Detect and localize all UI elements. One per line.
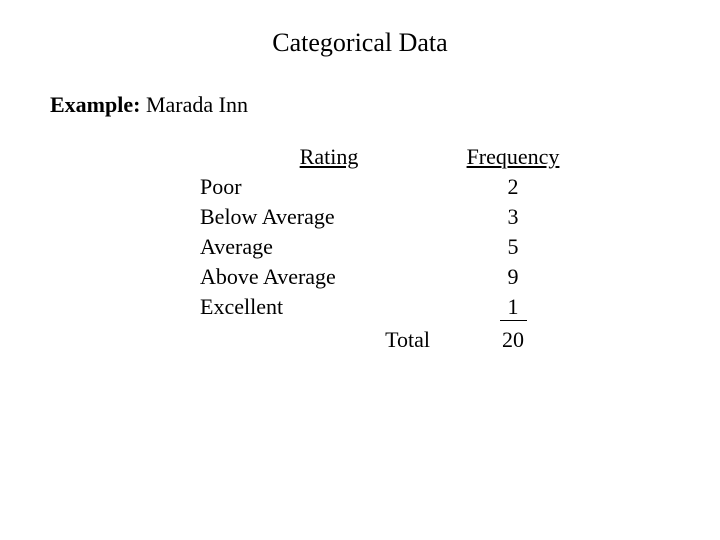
frequency-cell: 9 bbox=[458, 262, 568, 292]
table-total-row: Total 20 bbox=[200, 323, 568, 355]
rating-cell: Poor bbox=[200, 172, 458, 202]
frequency-cell: 3 bbox=[458, 202, 568, 232]
rating-cell: Above Average bbox=[200, 262, 458, 292]
frequency-cell: 1 bbox=[458, 292, 568, 323]
example-name: Marada Inn bbox=[146, 92, 248, 117]
table-row: Poor 2 bbox=[200, 172, 568, 202]
example-line: Example: Marada Inn bbox=[50, 92, 670, 118]
total-label: Total bbox=[200, 323, 458, 355]
header-rating: Rating bbox=[300, 144, 359, 169]
table-row: Average 5 bbox=[200, 232, 568, 262]
header-rating-cell: Rating bbox=[200, 142, 458, 172]
frequency-table-wrap: Rating Frequency Poor 2 Below Average 3 … bbox=[200, 142, 670, 355]
table-header-row: Rating Frequency bbox=[200, 142, 568, 172]
frequency-value-last: 1 bbox=[500, 294, 527, 321]
example-label: Example: bbox=[50, 92, 140, 117]
frequency-table: Rating Frequency Poor 2 Below Average 3 … bbox=[200, 142, 568, 355]
rating-cell: Below Average bbox=[200, 202, 458, 232]
total-value: 20 bbox=[458, 323, 568, 355]
table-row: Above Average 9 bbox=[200, 262, 568, 292]
frequency-cell: 5 bbox=[458, 232, 568, 262]
header-frequency-cell: Frequency bbox=[458, 142, 568, 172]
rating-cell: Average bbox=[200, 232, 458, 262]
slide: Categorical Data Example: Marada Inn Rat… bbox=[0, 0, 720, 540]
header-frequency: Frequency bbox=[467, 144, 560, 169]
rating-cell: Excellent bbox=[200, 292, 458, 323]
page-title: Categorical Data bbox=[50, 28, 670, 58]
table-row: Excellent 1 bbox=[200, 292, 568, 323]
table-row: Below Average 3 bbox=[200, 202, 568, 232]
frequency-cell: 2 bbox=[458, 172, 568, 202]
